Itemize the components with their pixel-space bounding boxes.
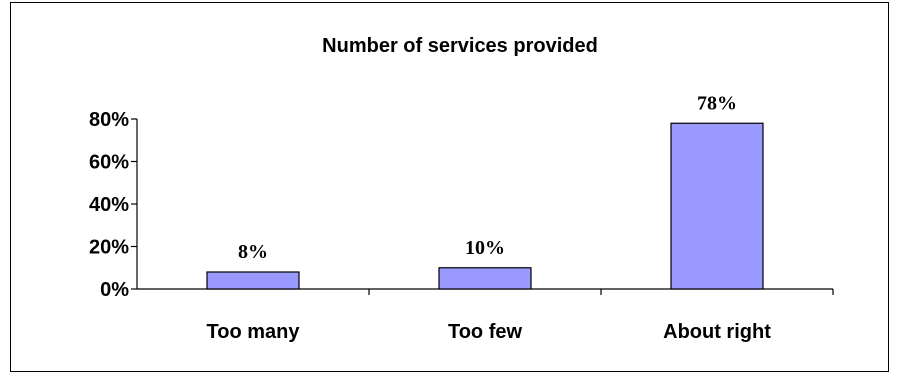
chart-title: Number of services provided bbox=[322, 35, 598, 57]
y-tick-label: 80% bbox=[89, 109, 129, 131]
x-category-label: Too many bbox=[207, 321, 301, 343]
data-label: 10% bbox=[465, 237, 505, 259]
data-label: 8% bbox=[238, 241, 268, 263]
y-axis-ticks: 0% 20% 40% 60% 80% bbox=[89, 109, 137, 301]
bar-too-many bbox=[206, 271, 300, 290]
x-category-label: Too few bbox=[448, 321, 523, 343]
x-category-label: About right bbox=[663, 321, 771, 343]
data-label: 78% bbox=[697, 92, 737, 114]
bar-too-few bbox=[438, 267, 532, 290]
y-tick-label: 0% bbox=[100, 279, 129, 301]
bars bbox=[206, 122, 764, 290]
labels: 8% Too many 10% Too few 78% About right bbox=[207, 92, 772, 343]
y-tick-label: 20% bbox=[89, 237, 129, 259]
bar-about-right bbox=[670, 122, 764, 290]
y-tick-label: 60% bbox=[89, 152, 129, 174]
y-tick-label: 40% bbox=[89, 194, 129, 216]
